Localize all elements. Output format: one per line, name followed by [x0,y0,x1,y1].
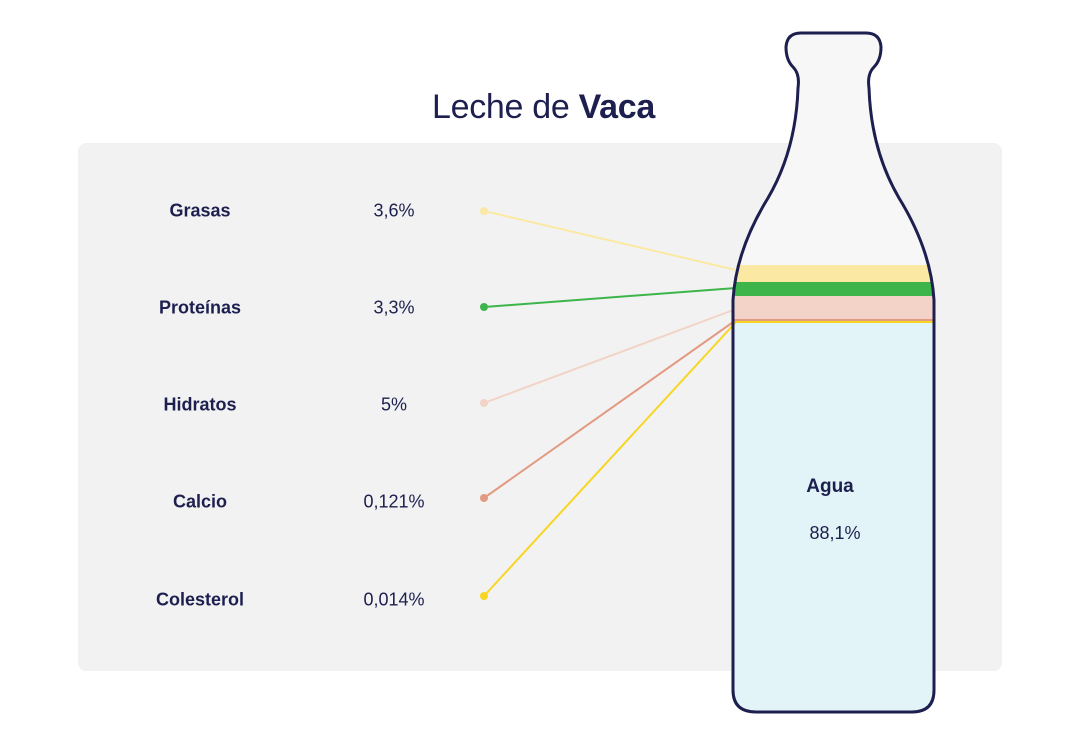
value-grasas: 3,6% [373,200,415,221]
connector-colesterol [483,321,737,597]
label-proteinas: Proteínas [158,297,242,318]
value-hidratos: 5% [380,394,407,415]
value-colesterol: 0,014% [363,589,425,610]
layer-agua [733,323,934,712]
value-calcio: 0,121% [363,491,425,512]
label-grasas: Grasas [169,200,231,221]
connector-proteinas [483,287,737,308]
dot-calcio [480,494,488,502]
layer-hidratos [733,296,934,319]
dot-colesterol [480,592,488,600]
dot-hidratos [480,399,488,407]
dot-grasas [480,207,488,215]
label-hidratos: Hidratos [163,394,237,415]
water-value: 88,1% [809,523,861,543]
connector-calcio [483,319,737,499]
layer-proteinas [733,282,934,296]
bottle-outline [731,31,936,714]
layer-calcio [733,319,934,321]
layer-colesterol [733,321,934,323]
label-calcio: Calcio [172,491,228,512]
water-label: Agua [806,476,854,497]
connector-hidratos [483,308,737,404]
layer-grasas [733,265,934,282]
title-prefix: Leche de [432,88,579,126]
title-emphasis: Vaca [578,88,656,126]
value-proteinas: 3,3% [373,297,415,318]
connector-grasas [483,210,737,271]
dot-proteinas [480,303,488,311]
label-colesterol: Colesterol [155,589,245,610]
